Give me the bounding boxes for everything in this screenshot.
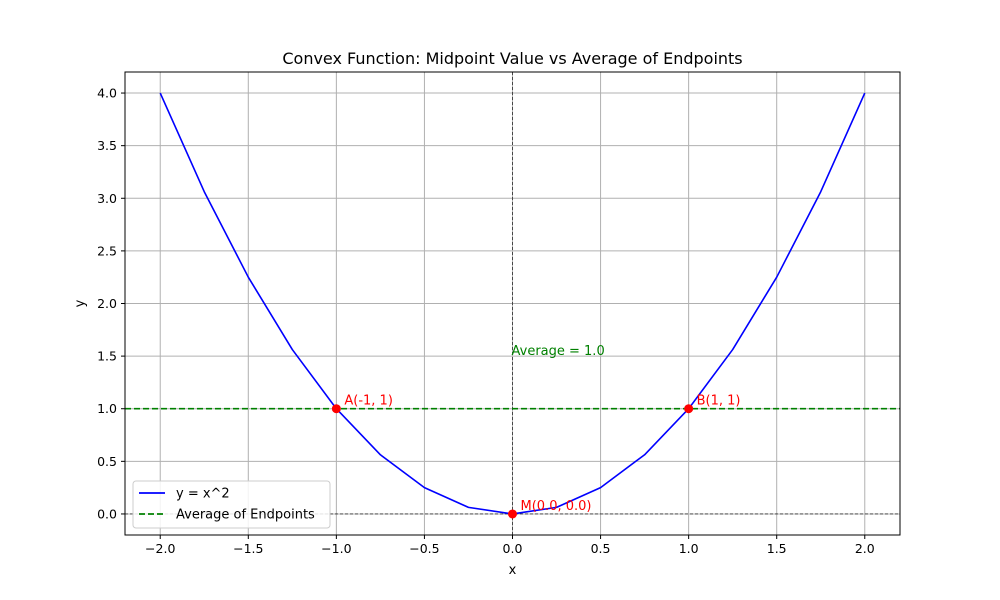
legend-entry-label: y = x^2 <box>176 487 230 502</box>
x-tick-label: −0.5 <box>409 541 439 556</box>
point-label: M(0.0, 0.0) <box>521 499 592 514</box>
x-axis-ticks: −2.0 −1.5 −1.0 −0.5 0.0 0.5 1.0 1.5 2.0 <box>145 535 875 556</box>
y-tick-label: 0.5 <box>97 454 117 469</box>
x-tick-label: 1.0 <box>679 541 699 556</box>
average-annotation: Average = 1.0 <box>512 344 605 359</box>
y-tick-label: 2.0 <box>97 296 117 311</box>
x-axis-label: x <box>509 563 517 578</box>
x-tick-label: 0.5 <box>591 541 611 556</box>
x-tick-label: −2.0 <box>145 541 175 556</box>
y-tick-label: 3.5 <box>97 138 117 153</box>
legend: y = x^2 Average of Endpoints <box>132 480 331 529</box>
chart-title: Convex Function: Midpoint Value vs Avera… <box>282 49 742 68</box>
x-tick-label: 1.5 <box>767 541 787 556</box>
y-axis-label: y <box>73 299 88 307</box>
x-tick-label: −1.5 <box>233 541 263 556</box>
point-marker <box>684 404 694 414</box>
points-layer: A(-1, 1) B(1, 1) M(0.0, 0.0) <box>331 394 741 519</box>
y-tick-label: 3.0 <box>97 191 117 206</box>
x-tick-label: 2.0 <box>855 541 875 556</box>
annotations-layer: Average = 1.0 <box>512 344 605 359</box>
y-tick-label: 1.0 <box>97 401 117 416</box>
y-tick-label: 2.5 <box>97 243 117 258</box>
point-label: B(1, 1) <box>697 394 741 409</box>
point-marker <box>508 509 517 519</box>
point-label: A(-1, 1) <box>344 394 393 409</box>
point-marker <box>331 404 341 414</box>
x-tick-label: 0.0 <box>503 541 523 556</box>
y-tick-label: 0.0 <box>97 506 117 521</box>
legend-box <box>132 480 331 529</box>
y-axis-ticks: 0.0 0.5 1.0 1.5 2.0 2.5 3.0 3.5 4.0 <box>97 86 125 521</box>
legend-entry-label: Average of Endpoints <box>176 508 315 523</box>
x-tick-label: −1.0 <box>321 541 351 556</box>
y-tick-label: 1.5 <box>97 349 117 364</box>
y-tick-label: 4.0 <box>97 86 117 101</box>
